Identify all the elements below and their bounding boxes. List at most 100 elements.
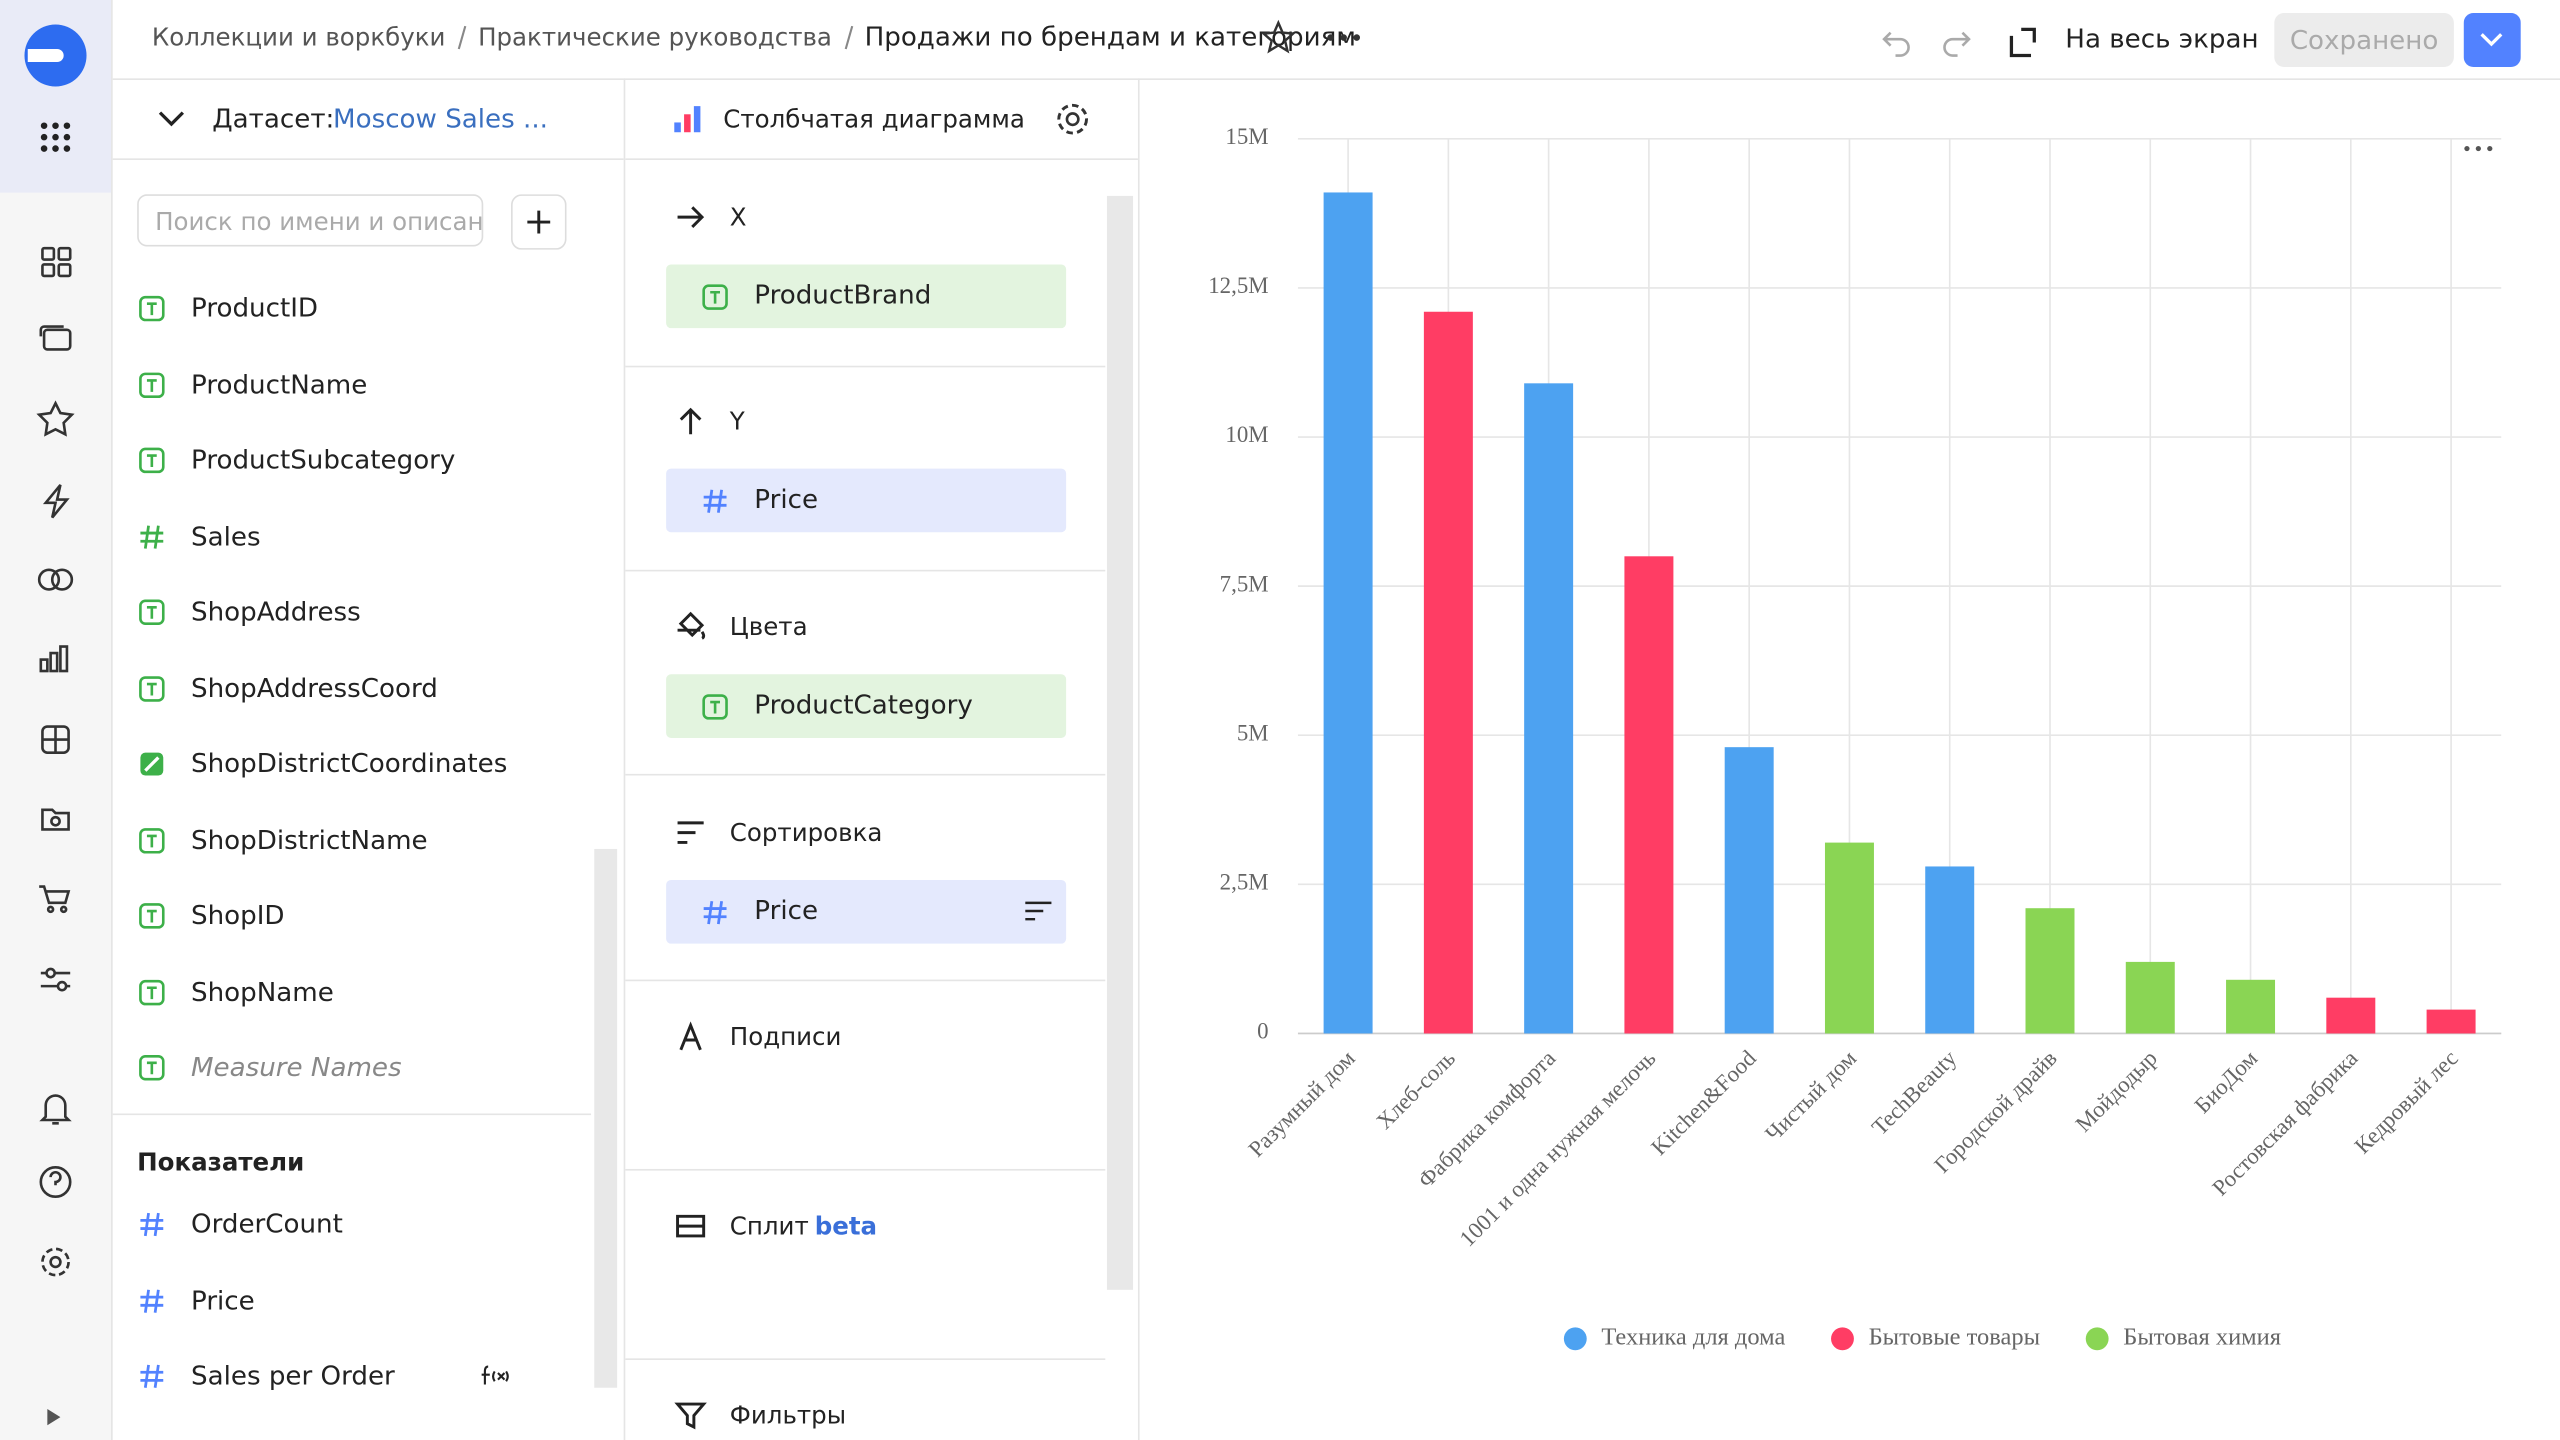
divider	[625, 365, 1106, 368]
help-icon[interactable]	[39, 1166, 72, 1199]
x-tick-label: Хлеб-соль	[1371, 1045, 1460, 1134]
scrollbar[interactable]	[594, 848, 618, 1388]
icon-frame	[702, 284, 728, 310]
favorite-button[interactable]	[1260, 19, 1297, 56]
save-menu-button[interactable]	[2463, 13, 2521, 67]
measure-field[interactable]: Price	[191, 1284, 255, 1316]
field-icon	[140, 524, 164, 548]
section-title: Подписи	[729, 1022, 842, 1052]
placeholder-field[interactable]	[666, 879, 1067, 944]
sort-direction-icon[interactable]	[1024, 900, 1053, 923]
icon-glyph	[703, 489, 727, 513]
breadcrumb[interactable]: Коллекции и воркбуки	[151, 22, 446, 53]
scrollbar[interactable]	[1106, 195, 1134, 1290]
favorites-icon[interactable]	[36, 400, 75, 437]
measure-field[interactable]: Sales per Order	[191, 1360, 395, 1392]
divider	[625, 1358, 1106, 1360]
bar	[2426, 1009, 2476, 1034]
field-icon	[139, 371, 165, 398]
apps-icon[interactable]	[40, 122, 71, 152]
dimension-field[interactable]: Measure Names	[191, 1051, 402, 1083]
section-title: X	[729, 202, 747, 232]
placeholder-field[interactable]	[666, 674, 1067, 738]
search-input[interactable]: Поиск по имени и описанию	[137, 194, 484, 247]
dataset-name[interactable]: Moscow Sales ...	[333, 102, 548, 134]
measure-field[interactable]: OrderCount	[191, 1208, 343, 1240]
field-icon	[139, 979, 165, 1005]
placeholder-field[interactable]	[666, 468, 1067, 533]
fullscreen-label[interactable]: На весь экран	[2065, 22, 2259, 54]
section-icon	[677, 821, 704, 844]
field-icon	[139, 447, 165, 474]
dimension-field[interactable]: ShopName	[191, 975, 334, 1007]
icon-glyph	[674, 1402, 707, 1430]
section-icon	[679, 1021, 702, 1051]
legend-item[interactable]: Бытовая химия	[2085, 1323, 2281, 1350]
settings-sliders-icon[interactable]	[40, 967, 71, 992]
section-icon	[676, 1214, 706, 1238]
dimension-field[interactable]: ShopDistrictName	[191, 823, 428, 855]
chart-type-label[interactable]: Столбчатая диаграмма	[723, 104, 1025, 134]
folder-icon[interactable]	[41, 808, 70, 831]
icon-frame	[139, 1055, 165, 1081]
add-field-button[interactable]	[511, 194, 567, 250]
dimension-field[interactable]: ShopAddressCoord	[191, 671, 438, 703]
x-tick-label: Мойдодыр	[2071, 1045, 2162, 1136]
dimension-field[interactable]: ShopDistrictCoordinates	[191, 747, 508, 779]
x-tick-label: Kitchen&Food	[1646, 1045, 1761, 1160]
redo-icon[interactable]	[1943, 31, 1971, 57]
icon-glyph	[146, 302, 157, 316]
x-tick-label: Кедровый лес	[2350, 1045, 2463, 1158]
collections-icon[interactable]	[39, 325, 72, 351]
legend-item[interactable]: Бытовые товары	[1831, 1323, 2040, 1350]
notifications-icon[interactable]	[39, 1094, 72, 1125]
chart-menu-icon[interactable]	[2464, 145, 2493, 152]
star	[1260, 19, 1297, 54]
dimension-field[interactable]: ProductSubcategory	[191, 444, 456, 476]
undo-icon[interactable]	[1882, 31, 1910, 57]
widgets-icon[interactable]	[41, 725, 70, 754]
dashboards-icon[interactable]	[41, 246, 72, 278]
cart-icon[interactable]	[39, 885, 71, 914]
breadcrumb[interactable]: Практические руководства	[478, 22, 832, 53]
icon-glyph	[677, 821, 704, 844]
placeholder-field[interactable]	[666, 264, 1067, 329]
connections-icon[interactable]	[42, 484, 70, 519]
expand-icon[interactable]	[47, 1408, 61, 1426]
legend-item[interactable]: Техника для дома	[1563, 1323, 1786, 1351]
field-icon	[139, 827, 165, 853]
divider	[623, 78, 626, 1440]
save-button[interactable]: Сохранено	[2274, 13, 2454, 67]
icon-frame	[139, 827, 165, 853]
dot	[1353, 34, 1360, 41]
header-icons	[1882, 27, 2036, 58]
datasets-icon[interactable]	[37, 568, 74, 591]
dimension-field[interactable]: ShopAddress	[191, 595, 361, 627]
divider	[625, 773, 1106, 776]
legend-marker	[1563, 1327, 1587, 1351]
collapse-icon[interactable]	[157, 108, 186, 131]
logo[interactable]	[24, 24, 87, 87]
legend-label: Бытовая химия	[2123, 1323, 2281, 1350]
dimension-field[interactable]: ProductID	[191, 292, 319, 324]
placeholder-field-name: Price	[754, 894, 819, 926]
bar	[1925, 866, 1975, 1034]
fullscreen-icon[interactable]	[2009, 27, 2036, 58]
section-icon	[677, 206, 705, 228]
chart-settings-icon[interactable]	[1055, 101, 1091, 137]
nav-rail	[0, 0, 113, 1440]
icon-frame	[139, 447, 165, 474]
dimension-field[interactable]: Sales	[191, 520, 261, 552]
x-tick-label: 1001 и одна нужная мелочь	[1455, 1045, 1661, 1251]
dimension-field[interactable]: ShopID	[191, 899, 285, 931]
icon-glyph	[679, 1021, 702, 1051]
divider	[1137, 78, 1140, 1440]
charts-icon[interactable]	[39, 645, 69, 673]
icon-frame	[139, 371, 165, 398]
formula-glyph	[481, 1365, 509, 1385]
dimension-field[interactable]: ProductName	[191, 368, 368, 400]
section-title: Цвета	[729, 612, 808, 642]
more-button[interactable]	[1326, 29, 1362, 45]
settings-icon[interactable]	[41, 1247, 70, 1277]
